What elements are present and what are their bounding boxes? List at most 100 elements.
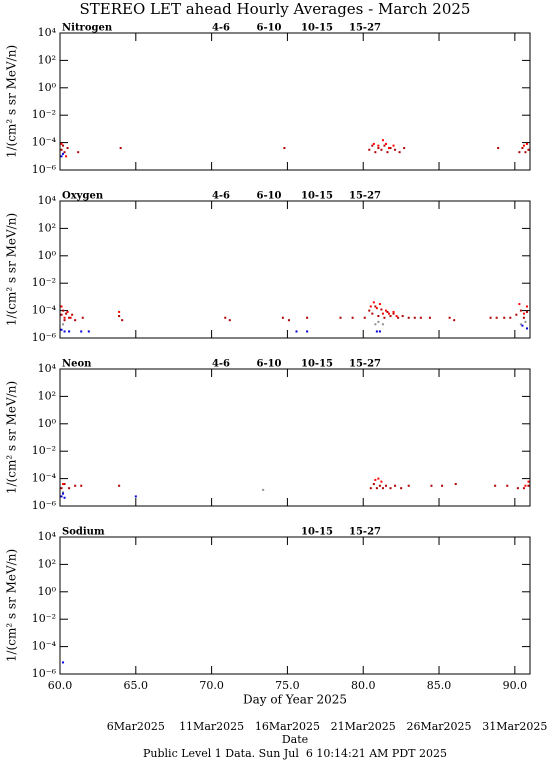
data-point xyxy=(65,312,68,315)
data-point xyxy=(392,312,395,315)
data-point xyxy=(381,139,384,142)
data-point xyxy=(62,483,65,486)
legend-entry: 4-6 xyxy=(212,359,230,370)
x-tick-label: 80.0 xyxy=(351,679,376,692)
data-point xyxy=(63,316,66,319)
panel-title: Oxygen xyxy=(62,191,104,202)
data-point xyxy=(377,320,380,323)
data-point xyxy=(228,319,231,322)
data-point xyxy=(119,147,122,150)
data-point xyxy=(66,310,69,313)
data-point xyxy=(369,305,372,308)
y-tick-label: 10⁻⁶ xyxy=(32,331,57,344)
data-point xyxy=(489,316,492,319)
date-axis-label: Date xyxy=(282,733,308,746)
data-point xyxy=(374,305,377,308)
data-point xyxy=(524,320,527,323)
date-tick-label: 16Mar2025 xyxy=(255,720,320,733)
data-point xyxy=(87,330,90,333)
data-point xyxy=(389,315,392,318)
x-tick-label: 60.0 xyxy=(48,679,73,692)
data-point xyxy=(368,309,371,312)
data-point xyxy=(527,484,530,487)
date-tick-label: 6Mar2025 xyxy=(107,720,165,733)
data-point xyxy=(403,147,406,150)
data-point xyxy=(80,484,83,487)
data-point xyxy=(527,148,530,151)
data-point xyxy=(453,319,456,322)
y-tick-label: 10⁴ xyxy=(38,530,57,543)
date-tick-label: 11Mar2025 xyxy=(179,720,244,733)
data-point xyxy=(69,316,72,319)
y-tick-label: 10⁻⁴ xyxy=(32,304,57,317)
data-point xyxy=(295,330,298,333)
data-point xyxy=(397,316,400,319)
data-point xyxy=(515,313,518,316)
legend-entry: 6-10 xyxy=(256,359,281,370)
data-point xyxy=(374,478,377,481)
data-point xyxy=(413,316,416,319)
data-point xyxy=(392,144,395,147)
legend-entry: 4-6 xyxy=(212,191,230,202)
data-point xyxy=(394,484,397,487)
data-point xyxy=(525,305,528,308)
data-point xyxy=(118,315,121,318)
data-point xyxy=(506,484,509,487)
y-tick-label: 10⁻⁴ xyxy=(32,640,57,653)
data-point xyxy=(351,316,354,319)
data-point xyxy=(81,316,84,319)
data-point xyxy=(377,315,380,318)
y-tick-label: 10² xyxy=(38,221,56,234)
x-tick-label: 90.0 xyxy=(503,679,528,692)
data-point xyxy=(400,487,403,490)
data-point xyxy=(378,303,381,306)
x-tick-label: 85.0 xyxy=(427,679,452,692)
data-point xyxy=(494,484,497,487)
data-point xyxy=(371,144,374,147)
data-point xyxy=(419,316,422,319)
x-tick-label: 65.0 xyxy=(124,679,149,692)
data-point xyxy=(383,316,386,319)
data-point xyxy=(401,315,404,318)
data-point xyxy=(60,328,63,331)
data-point xyxy=(77,151,80,154)
data-point xyxy=(527,480,530,483)
data-point xyxy=(281,316,284,319)
data-point xyxy=(388,147,390,150)
legend-entry: 4-6 xyxy=(212,23,230,34)
data-point xyxy=(524,484,527,487)
y-tick-label: 10⁻⁶ xyxy=(32,499,57,512)
data-point xyxy=(62,661,65,664)
data-point xyxy=(60,148,63,151)
data-point xyxy=(372,142,375,145)
y-tick-label: 10⁻⁶ xyxy=(32,667,57,680)
data-point xyxy=(398,151,401,154)
data-point xyxy=(495,316,498,319)
data-point xyxy=(60,313,63,316)
y-tick-label: 10⁴ xyxy=(38,194,57,207)
legend-entry: 15-27 xyxy=(349,359,381,370)
y-tick-label: 10⁻⁴ xyxy=(32,136,57,149)
date-tick-label: 26Mar2025 xyxy=(406,720,471,733)
data-point xyxy=(441,484,444,487)
data-point xyxy=(378,484,381,487)
data-point xyxy=(62,152,65,155)
data-point xyxy=(71,313,74,316)
data-point xyxy=(518,151,521,154)
data-point xyxy=(118,310,121,313)
data-point xyxy=(384,142,387,145)
panel-title: Sodium xyxy=(62,527,105,538)
data-point xyxy=(503,316,506,319)
data-point xyxy=(516,487,519,490)
plot-frame xyxy=(59,32,531,171)
data-point xyxy=(525,327,528,330)
data-point xyxy=(381,312,384,315)
y-axis-label: 1/(cm² s sr MeV/n) xyxy=(5,213,19,326)
data-point xyxy=(287,319,290,322)
data-point xyxy=(522,144,525,147)
data-point xyxy=(375,330,378,333)
data-point xyxy=(63,319,66,322)
plot-frame xyxy=(59,200,531,339)
plot-frame xyxy=(59,536,531,675)
data-point xyxy=(522,312,525,315)
